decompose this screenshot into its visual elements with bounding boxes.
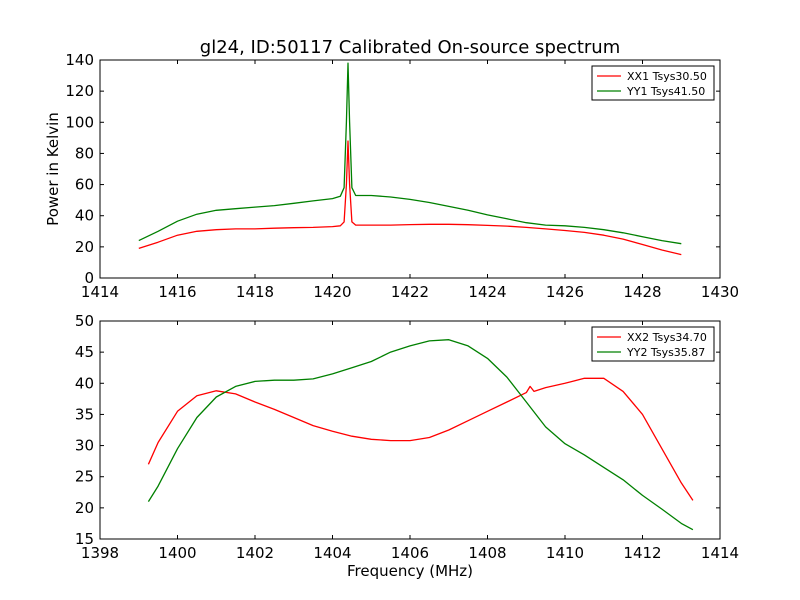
top-y-tick-label: 60 (75, 176, 94, 194)
bottom-y-tick-label: 20 (75, 499, 94, 517)
top-y-tick-label: 40 (75, 207, 94, 225)
bottom-x-tick-label: 1414 (701, 544, 739, 562)
bottom-series-line-2 (147, 339, 694, 531)
top-y-tick-label: 120 (65, 82, 94, 100)
bottom-y-tick-label: 25 (75, 468, 94, 486)
top-y-tick-label: 140 (65, 51, 94, 69)
bottom-legend: XX2 Tsys34.70 YY2 Tsys35.87 (591, 326, 715, 362)
top-y-tick-label: 100 (65, 113, 94, 131)
bottom-legend-entry-1: XX2 Tsys34.70 (627, 331, 707, 344)
top-legend-entry-1: XX1 Tsys30.50 (627, 70, 707, 83)
top-x-tick-label: 1424 (468, 283, 506, 301)
bottom-x-tick-label: 1410 (546, 544, 584, 562)
top-series-line-1 (138, 140, 682, 256)
bottom-x-tick-label: 1398 (81, 544, 119, 562)
top-x-tick-label: 1426 (546, 283, 584, 301)
bottom-y-tick-label: 15 (75, 530, 94, 548)
bottom-y-tick-label: 40 (75, 374, 94, 392)
top-legend: XX1 Tsys30.50 YY1 Tsys41.50 (591, 65, 715, 101)
top-chart: 1414 1416 1418 1420 1422 1424 1426 1428 1430 0 20 4… (65, 51, 739, 301)
bottom-y-tick-label: 30 (75, 437, 94, 455)
bottom-y-tick-label: 35 (75, 405, 94, 423)
bottom-x-tick-label: 1412 (623, 544, 661, 562)
bottom-chart: 1398 1400 1402 1404 1406 1408 1410 1412 1414 15 20… (75, 312, 739, 562)
top-x-tick-label: 1422 (391, 283, 429, 301)
bottom-x-axis-label: Frequency (MHz) (347, 562, 473, 580)
bottom-x-tick-label: 1404 (313, 544, 351, 562)
bottom-x-tick-label: 1406 (391, 544, 429, 562)
bottom-legend-box (591, 326, 715, 362)
top-y-tick-label: 0 (84, 269, 94, 287)
top-x-tick-label: 1416 (158, 283, 196, 301)
top-x-tick-label: 1420 (313, 283, 351, 301)
top-legend-box (591, 65, 715, 101)
top-y-tick-label: 20 (75, 238, 94, 256)
top-x-tick-label: 1428 (623, 283, 661, 301)
bottom-series-line-1 (147, 377, 694, 501)
top-legend-entry-2: YY1 Tsys41.50 (626, 85, 705, 98)
top-x-tick-label: 1414 (81, 283, 119, 301)
top-y-axis-label: Power in Kelvin (44, 112, 62, 226)
top-chart-title: gl24, ID:50117 Calibrated On-source spec… (200, 37, 620, 58)
bottom-x-tick-label: 1402 (236, 544, 274, 562)
bottom-y-tick-label: 45 (75, 343, 94, 361)
top-series-line-2 (138, 62, 682, 245)
bottom-legend-entry-2: YY2 Tsys35.87 (626, 346, 705, 359)
top-x-tick-label: 1418 (236, 283, 274, 301)
top-y-tick-label: 80 (75, 144, 94, 162)
top-x-tick-label: 1430 (701, 283, 739, 301)
bottom-x-tick-label: 1408 (468, 544, 506, 562)
bottom-y-tick-label: 50 (75, 312, 94, 330)
bottom-x-tick-label: 1400 (158, 544, 196, 562)
